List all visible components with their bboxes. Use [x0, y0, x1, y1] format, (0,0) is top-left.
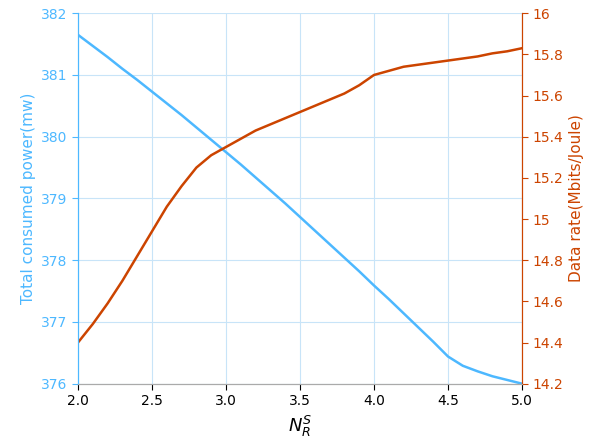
Y-axis label: Total consumed power(mw): Total consumed power(mw) — [20, 93, 35, 304]
X-axis label: $N_R^S$: $N_R^S$ — [288, 414, 312, 439]
Y-axis label: Data rate(Mbits/Joule): Data rate(Mbits/Joule) — [569, 115, 584, 282]
